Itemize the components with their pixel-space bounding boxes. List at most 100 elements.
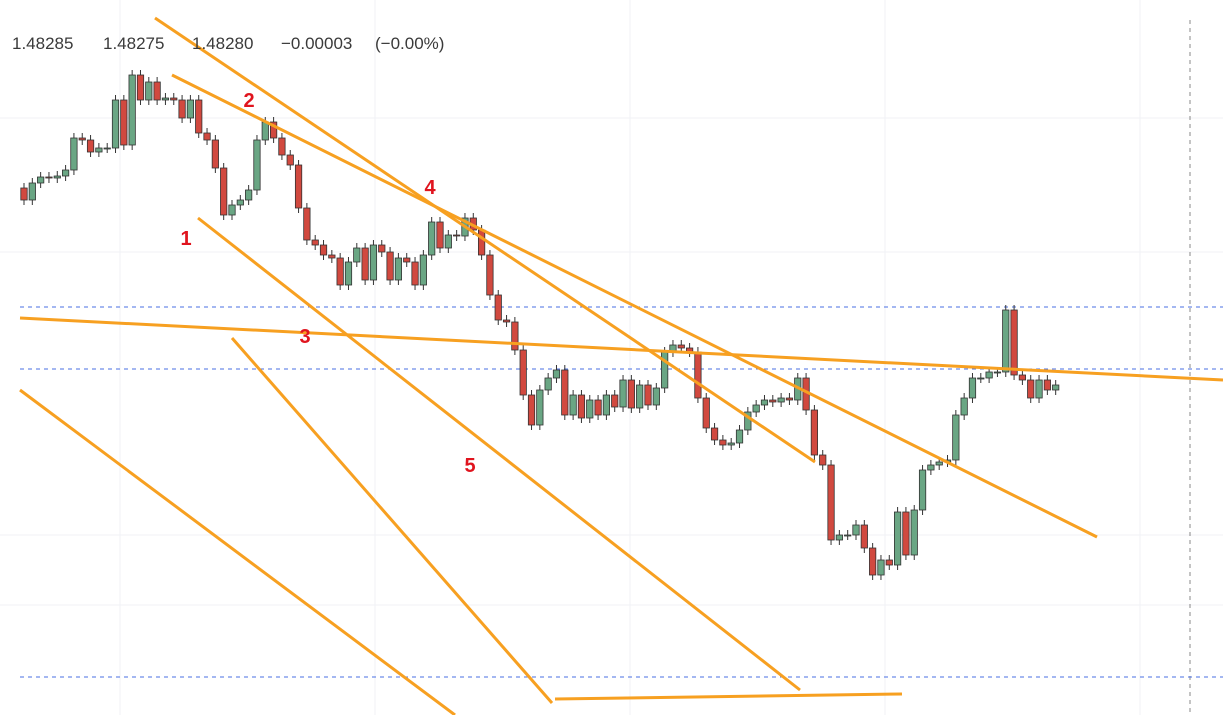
candle-body [952, 414, 960, 461]
candle-body [136, 74, 145, 101]
candle-body [336, 257, 344, 286]
legend-value: 1.48280 [192, 34, 253, 53]
candle-body [236, 199, 244, 206]
candle-body [344, 261, 353, 286]
candle-body [20, 187, 28, 201]
candle-body [536, 389, 544, 426]
candle-body [428, 221, 436, 256]
candle-body [777, 397, 785, 403]
candle-body [902, 511, 910, 556]
legend-value: −0.00003 [281, 34, 352, 53]
candle-body [245, 189, 253, 201]
candle-body [53, 175, 61, 179]
candle-body [727, 442, 735, 446]
candle-body [486, 254, 494, 296]
candle-body [203, 132, 211, 141]
candle-body [145, 81, 153, 101]
candle-body [752, 404, 760, 413]
candle-body [968, 377, 977, 399]
candle-body [411, 261, 419, 286]
candle-body [328, 254, 336, 259]
candle-body [844, 534, 852, 537]
candle-body [544, 377, 552, 391]
trend-line [154, 16, 816, 464]
wave-label: 5 [464, 455, 475, 477]
trend-line [197, 216, 801, 692]
candle-body [86, 139, 95, 153]
candle-body [62, 169, 70, 177]
candle-body [852, 524, 860, 536]
candle-body [644, 384, 652, 406]
candle-body [37, 176, 45, 184]
candle-body [369, 244, 378, 281]
candle-body [45, 176, 53, 179]
candle-body [103, 147, 111, 150]
candle-body [394, 257, 403, 281]
candle-body [153, 81, 161, 101]
trend-line [19, 316, 1223, 382]
candle-body [361, 247, 369, 281]
candle-body [586, 399, 594, 419]
candle-body [619, 379, 627, 408]
candle-body [894, 511, 902, 566]
candle-body [211, 139, 219, 169]
candle-body [827, 464, 835, 541]
candle-body [1018, 374, 1027, 381]
trend-line [19, 388, 456, 715]
candle-body [502, 319, 511, 323]
candle-body [918, 469, 927, 511]
wave-label: 4 [424, 177, 436, 199]
wave-label: 2 [243, 90, 254, 112]
legend-value: 1.48275 [103, 34, 164, 53]
candle-body [960, 397, 968, 416]
candle-body [1010, 309, 1018, 376]
candle-body [278, 137, 286, 156]
candle-body [910, 509, 918, 556]
candle-body [785, 397, 794, 401]
candle-body [28, 182, 36, 201]
candle-body [810, 409, 819, 456]
candle-body [735, 429, 744, 444]
candle-body [453, 234, 461, 237]
trend-line [171, 73, 1098, 539]
candle-body [527, 394, 536, 426]
candle-body [702, 397, 710, 429]
candle-body [286, 154, 294, 166]
candle-body [719, 439, 727, 446]
candle-body [128, 74, 136, 146]
candle-body [444, 234, 452, 249]
legend-value: (−0.00%) [375, 34, 444, 53]
candle-body [70, 137, 78, 171]
candle-body [611, 394, 619, 408]
candles [20, 70, 1060, 580]
candle-body [120, 99, 128, 146]
candle-body [661, 351, 669, 389]
candle-body [1002, 309, 1010, 373]
candle-body [494, 294, 502, 321]
candle-body [885, 559, 893, 566]
candle-body [677, 344, 685, 349]
candle-body [760, 399, 769, 406]
candle-body [186, 99, 194, 119]
candle-body [178, 99, 186, 119]
candle-body [477, 229, 486, 256]
wave-label: 3 [299, 326, 310, 348]
candle-body [311, 239, 319, 246]
candle-body [419, 254, 427, 286]
candle-body [769, 399, 777, 403]
candle-body [602, 394, 611, 416]
candle-body [378, 244, 386, 253]
candle-body [519, 349, 527, 396]
candle-body [386, 251, 394, 281]
candle-body [627, 379, 635, 409]
candle-body [569, 394, 577, 416]
candle-body [860, 524, 868, 549]
candle-body [927, 464, 935, 471]
candle-body [353, 247, 361, 263]
candle-body [78, 137, 86, 141]
candle-body [220, 167, 228, 216]
candle-body [161, 97, 170, 101]
candle-body [877, 559, 885, 576]
